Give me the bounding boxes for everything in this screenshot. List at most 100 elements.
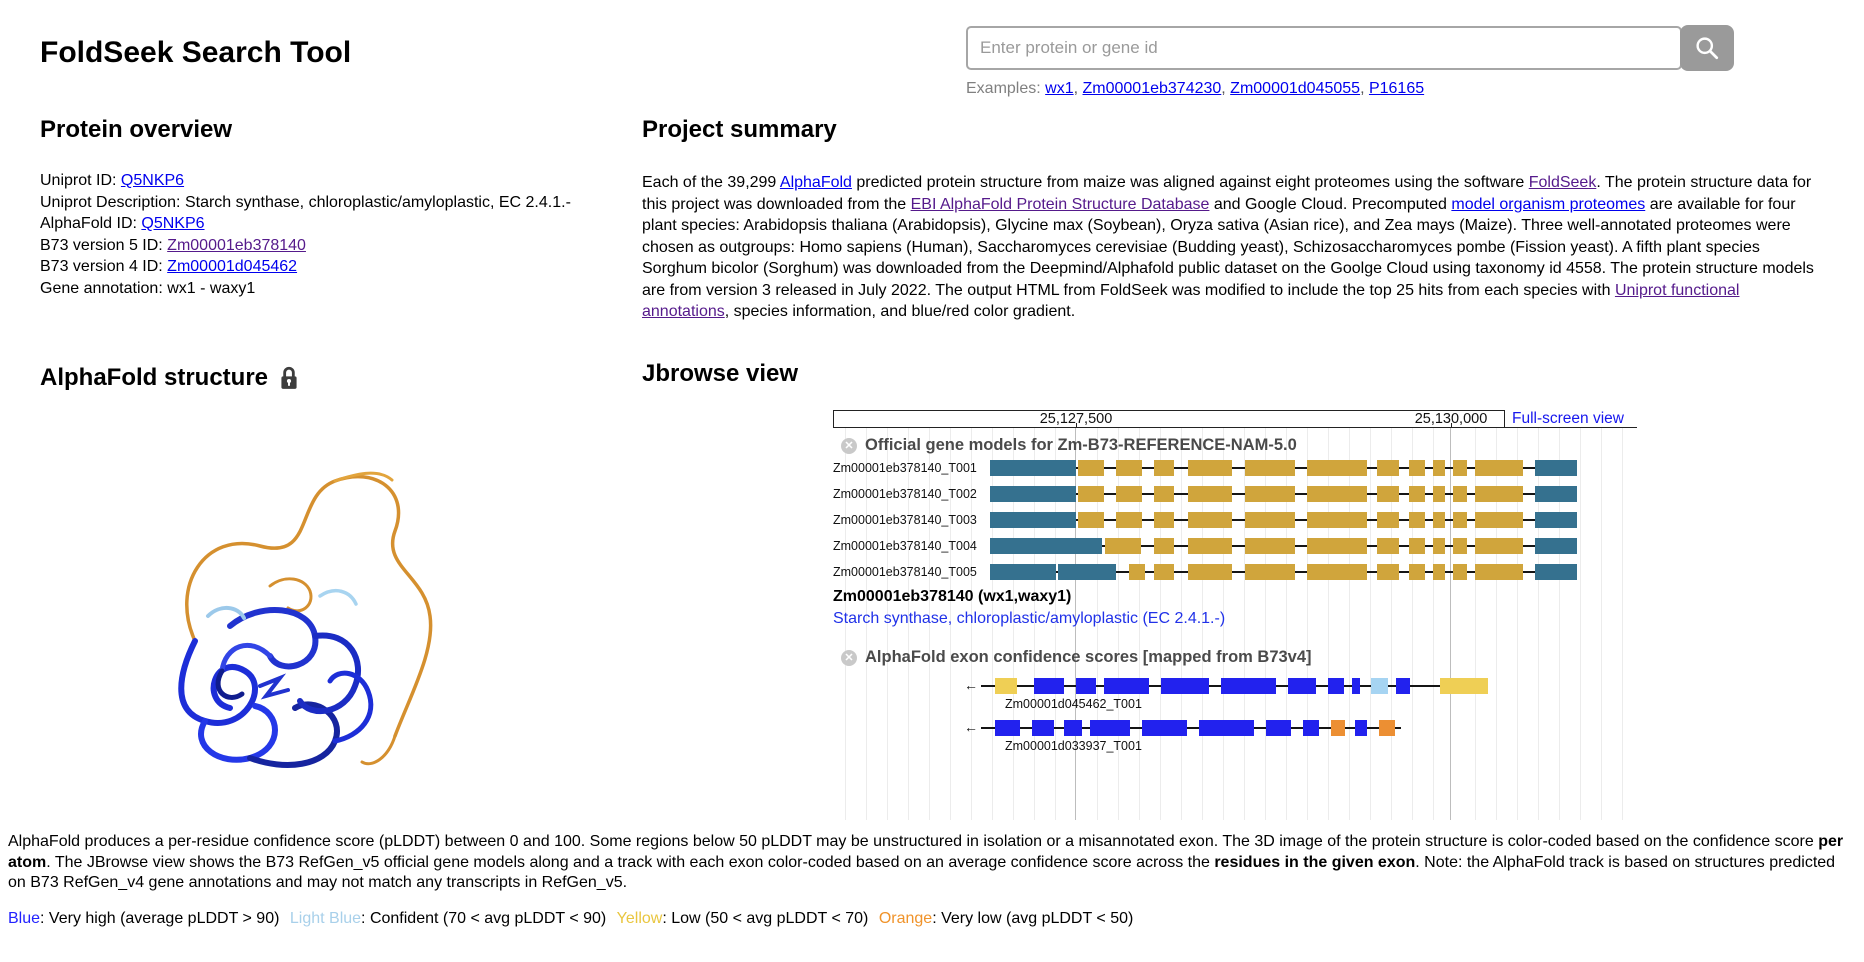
exon-box-gold[interactable]: [1453, 538, 1467, 554]
exon-box-gold[interactable]: [1307, 564, 1367, 580]
exon-box-blue[interactable]: [1221, 678, 1276, 694]
exon-box-gold[interactable]: [1078, 486, 1104, 502]
exon-box-gold[interactable]: [1377, 512, 1399, 528]
jbrowse-ruler[interactable]: 25,127,500 25,130,000: [833, 410, 1505, 428]
exon-box-gold[interactable]: [1377, 460, 1399, 476]
exon-box-gold[interactable]: [1433, 512, 1445, 528]
exon-box-gold[interactable]: [1188, 564, 1232, 580]
text-link[interactable]: Q5NKP6: [141, 215, 205, 232]
exon-box-gold[interactable]: [1116, 460, 1142, 476]
exon-box-yellow[interactable]: [995, 678, 1017, 694]
exon-box-gold[interactable]: [1453, 564, 1467, 580]
exon-box-blue[interactable]: [1034, 678, 1064, 694]
exon-box-blue[interactable]: [1032, 720, 1054, 736]
exon-box-gold[interactable]: [1307, 486, 1367, 502]
exon-box-teal[interactable]: [1535, 460, 1577, 476]
exon-box-teal[interactable]: [990, 538, 1102, 554]
exon-box-blue[interactable]: [1161, 678, 1209, 694]
exon-box-gold[interactable]: [1154, 564, 1174, 580]
exon-box-gold[interactable]: [1475, 460, 1523, 476]
exon-box-gold[interactable]: [1129, 564, 1145, 580]
exon-box-gold[interactable]: [1377, 538, 1399, 554]
exon-box-blue[interactable]: [1396, 678, 1410, 694]
exon-box-blue[interactable]: [1064, 720, 1082, 736]
exon-box-gold[interactable]: [1377, 486, 1399, 502]
exon-box-blue[interactable]: [1090, 720, 1130, 736]
exon-box-orange[interactable]: [1331, 720, 1345, 736]
exon-box-blue[interactable]: [1076, 678, 1096, 694]
exon-box-teal[interactable]: [1058, 564, 1116, 580]
exon-box-blue[interactable]: [1288, 678, 1316, 694]
exon-box-gold[interactable]: [1188, 486, 1232, 502]
text-link[interactable]: model organism proteomes: [1451, 195, 1646, 213]
text-link[interactable]: Q5NKP6: [120, 172, 185, 189]
exon-box-gold[interactable]: [1154, 486, 1174, 502]
exon-box-gold[interactable]: [1154, 460, 1174, 476]
exon-box-gold[interactable]: [1078, 512, 1104, 528]
exon-box-gold[interactable]: [1307, 538, 1367, 554]
text-link[interactable]: Zm00001d045462: [167, 258, 298, 275]
exon-box-teal[interactable]: [1535, 538, 1577, 554]
text-link[interactable]: FoldSeek: [1528, 174, 1597, 191]
exon-box-gold[interactable]: [1453, 486, 1467, 502]
exon-box-yellow[interactable]: [1440, 678, 1488, 694]
exon-box-gold[interactable]: [1475, 538, 1523, 554]
exon-box-gold[interactable]: [1377, 564, 1399, 580]
exon-box-gold[interactable]: [1409, 564, 1425, 580]
text-link[interactable]: Uniprot functional annotations: [642, 281, 1740, 321]
exon-box-teal[interactable]: [990, 460, 1076, 476]
exon-box-gold[interactable]: [1453, 512, 1467, 528]
text-link[interactable]: Zm00001eb378140: [167, 236, 306, 254]
exon-box-gold[interactable]: [1433, 460, 1445, 476]
exon-box-teal[interactable]: [1535, 564, 1577, 580]
exon-box-gold[interactable]: [1188, 538, 1232, 554]
exon-box-gold[interactable]: [1409, 460, 1425, 476]
exon-box-teal[interactable]: [1535, 486, 1577, 502]
example-link-P16165[interactable]: P16165: [1368, 80, 1425, 97]
exon-box-gold[interactable]: [1307, 460, 1367, 476]
exon-box-gold[interactable]: [1409, 512, 1425, 528]
exon-box-teal[interactable]: [1535, 512, 1577, 528]
exon-box-gold[interactable]: [1105, 538, 1141, 554]
exon-box-blue[interactable]: [1355, 720, 1367, 736]
gene-description-link[interactable]: Starch synthase, chloroplastic/amyloplas…: [833, 610, 1226, 627]
exon-box-lightblue[interactable]: [1371, 678, 1388, 694]
exon-box-gold[interactable]: [1188, 512, 1232, 528]
exon-box-gold[interactable]: [1307, 512, 1367, 528]
track2-close-icon[interactable]: ✕: [841, 649, 857, 666]
exon-box-teal[interactable]: [990, 486, 1076, 502]
exon-box-blue[interactable]: [1199, 720, 1254, 736]
exon-box-blue[interactable]: [1142, 720, 1187, 736]
exon-box-gold[interactable]: [1245, 460, 1295, 476]
exon-box-gold[interactable]: [1433, 486, 1445, 502]
exon-box-gold[interactable]: [1433, 538, 1445, 554]
exon-box-gold[interactable]: [1245, 564, 1295, 580]
exon-box-teal[interactable]: [990, 512, 1076, 528]
exon-box-gold[interactable]: [1433, 564, 1445, 580]
text-link[interactable]: AlphaFold: [779, 174, 852, 191]
text-link[interactable]: EBI AlphaFold Protein Structure Database: [910, 195, 1210, 213]
track1-close-icon[interactable]: ✕: [841, 437, 857, 454]
exon-box-gold[interactable]: [1245, 538, 1295, 554]
exon-box-gold[interactable]: [1154, 512, 1174, 528]
example-link-wx1[interactable]: wx1: [1045, 80, 1074, 97]
exon-box-gold[interactable]: [1188, 460, 1232, 476]
exon-box-blue[interactable]: [1328, 678, 1344, 694]
exon-box-gold[interactable]: [1116, 486, 1142, 502]
example-link-Zm00001eb374230[interactable]: Zm00001eb374230: [1082, 80, 1222, 97]
exon-box-blue[interactable]: [1266, 720, 1291, 736]
exon-box-gold[interactable]: [1453, 460, 1467, 476]
exon-box-gold[interactable]: [1475, 486, 1523, 502]
exon-box-gold[interactable]: [1078, 460, 1104, 476]
exon-box-gold[interactable]: [1409, 538, 1425, 554]
exon-box-gold[interactable]: [1475, 564, 1523, 580]
exon-box-teal[interactable]: [990, 564, 1056, 580]
exon-box-gold[interactable]: [1409, 486, 1425, 502]
example-link-Zm00001d045055[interactable]: Zm00001d045055: [1230, 80, 1361, 97]
exon-box-gold[interactable]: [1116, 512, 1142, 528]
exon-box-blue[interactable]: [995, 720, 1020, 736]
exon-box-gold[interactable]: [1245, 486, 1295, 502]
exon-box-gold[interactable]: [1154, 538, 1174, 554]
fullscreen-view-link[interactable]: Full-screen view: [1512, 410, 1624, 427]
search-input[interactable]: [966, 26, 1682, 70]
